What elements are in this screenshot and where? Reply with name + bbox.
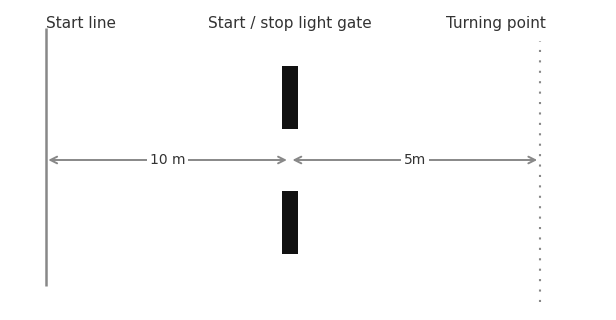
- Bar: [282, 66, 298, 129]
- Text: 10 m: 10 m: [150, 153, 185, 167]
- Text: Start line: Start line: [46, 16, 116, 31]
- Text: Start / stop light gate: Start / stop light gate: [208, 16, 371, 31]
- Bar: [282, 191, 298, 254]
- Text: 5m: 5m: [403, 153, 426, 167]
- Text: Turning point: Turning point: [446, 16, 546, 31]
